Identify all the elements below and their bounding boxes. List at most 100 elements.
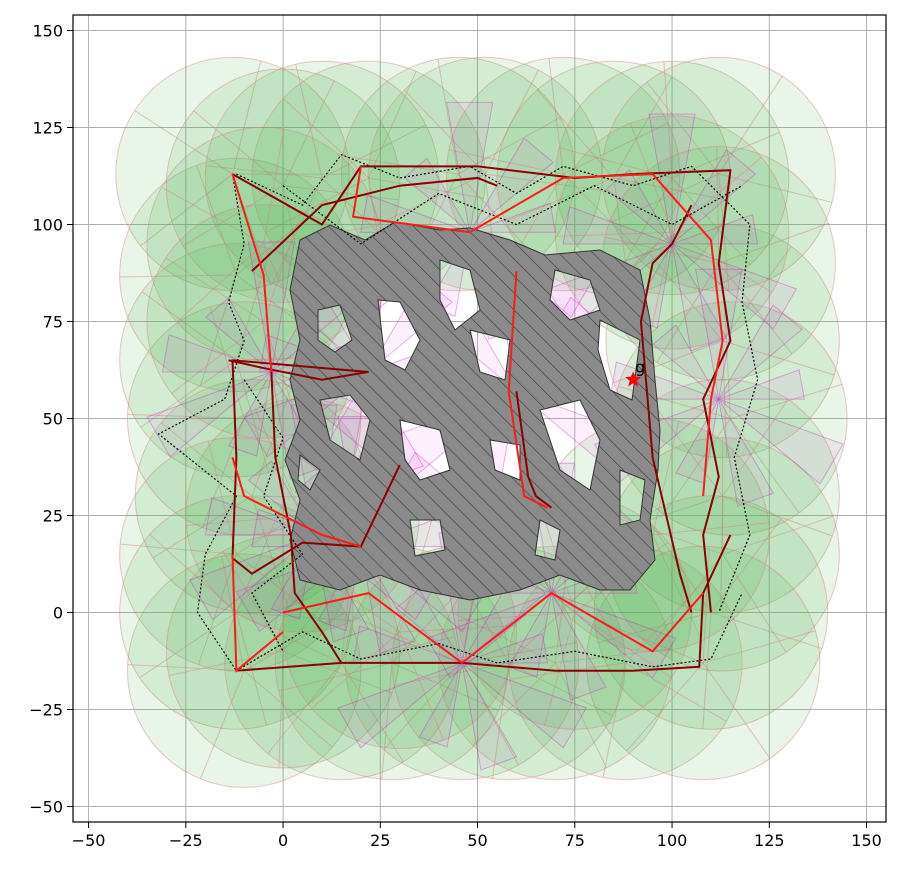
visibility-fan xyxy=(395,588,463,664)
visibility-fan xyxy=(461,662,588,749)
visibility-fan xyxy=(671,213,759,245)
sensing-ray xyxy=(722,554,787,653)
visibility-fan xyxy=(204,497,315,536)
sensing-ray xyxy=(613,76,673,179)
sensing-ray xyxy=(195,165,237,276)
dotted-path xyxy=(243,379,304,652)
sensing-ray xyxy=(186,514,303,527)
visibility-fan xyxy=(718,398,844,485)
plot-content: g xyxy=(115,56,848,788)
bright-red-path xyxy=(231,457,362,548)
sensing-ray xyxy=(722,495,833,537)
sensing-ray xyxy=(461,642,578,664)
sensing-ray xyxy=(321,124,427,179)
sensing-ray xyxy=(646,81,720,175)
y-tick-label: 150 xyxy=(32,22,63,41)
sensing-ray xyxy=(718,262,793,355)
sensing-ray xyxy=(282,97,369,179)
sensing-ray xyxy=(722,246,792,342)
sensing-ray xyxy=(650,553,724,647)
visibility-fan xyxy=(247,241,295,373)
sensing-circle xyxy=(601,56,836,292)
visibility-fan xyxy=(336,662,463,749)
sensing-ray xyxy=(263,321,303,433)
dark-red-path xyxy=(251,176,498,272)
sensing-ray xyxy=(448,149,564,175)
sensing-ray xyxy=(119,274,237,278)
sensing-ray xyxy=(342,155,459,175)
sensing-ray xyxy=(368,71,417,179)
sensing-ray xyxy=(193,110,284,187)
sensing-ray xyxy=(626,662,704,752)
sensing-ray xyxy=(120,543,237,555)
sensing-ray xyxy=(602,662,626,778)
sensing-ray xyxy=(718,174,730,291)
visibility-fan xyxy=(652,324,720,400)
sensing-ray xyxy=(251,495,289,608)
sensing-ray xyxy=(160,422,253,497)
sensing-ray xyxy=(652,534,703,641)
x-tick-label: 75 xyxy=(565,831,585,850)
sensing-ray xyxy=(594,618,704,664)
visibility-fan xyxy=(461,662,518,771)
sensing-ray xyxy=(536,89,615,179)
sensing-ray xyxy=(450,611,556,664)
sensing-ray xyxy=(340,662,404,763)
sensing-ray xyxy=(139,612,237,679)
dotted-path xyxy=(236,592,743,672)
sensing-ray xyxy=(383,662,463,750)
sensing-ray xyxy=(171,321,264,394)
sensing-ray xyxy=(598,612,712,644)
sensing-ray xyxy=(485,173,601,191)
sensing-ray xyxy=(201,418,245,528)
sensing-ray xyxy=(394,662,509,686)
sensing-ray xyxy=(652,421,680,536)
sensing-ray xyxy=(505,177,614,223)
sensing-ray xyxy=(625,578,707,664)
sensing-ray xyxy=(391,662,499,711)
maze-obstacle xyxy=(284,221,661,601)
sensing-ray xyxy=(149,534,237,613)
maze-obstacle-shape xyxy=(284,221,661,601)
sensing-ray xyxy=(671,177,751,266)
bright-red-path xyxy=(231,554,284,673)
sensing-ray xyxy=(182,185,284,247)
visibility-fan xyxy=(146,371,272,458)
visibility-fan xyxy=(469,202,556,233)
sensing-ray xyxy=(141,291,237,361)
sensing-ray xyxy=(722,399,789,497)
sensing-ray xyxy=(710,518,782,613)
sensing-ray xyxy=(458,611,575,622)
dark-red-path xyxy=(236,534,732,672)
y-tick-label: 25 xyxy=(43,506,63,525)
sensing-ray xyxy=(127,664,245,672)
sensing-ray xyxy=(254,408,303,516)
y-tick-label: −25 xyxy=(29,700,63,719)
sensing-ray xyxy=(625,662,727,722)
visibility-fan xyxy=(204,297,272,373)
sensing-ray xyxy=(508,662,613,717)
sensing-ray xyxy=(647,232,673,347)
visibility-fan xyxy=(189,534,315,621)
sensing-ray xyxy=(555,231,673,237)
sensing-ray xyxy=(544,612,576,726)
y-tick-label: 100 xyxy=(32,216,63,235)
sensing-ray xyxy=(235,504,283,613)
sensing-ray xyxy=(604,236,719,264)
dotted-path xyxy=(282,185,743,245)
x-tick-label: 150 xyxy=(851,831,882,850)
sensing-ray xyxy=(722,515,834,555)
dark-red-path xyxy=(639,204,693,613)
visibility-fan xyxy=(403,157,471,233)
sensing-ray xyxy=(282,185,399,201)
visibility-fan xyxy=(605,169,673,245)
sensing-ray xyxy=(702,662,771,759)
x-tick-label: 100 xyxy=(657,831,688,850)
sensing-ray xyxy=(457,117,561,175)
sensing-ray xyxy=(671,131,780,179)
sensing-ray xyxy=(554,662,607,769)
sensing-ray xyxy=(574,612,672,679)
sensing-ray xyxy=(354,616,463,664)
sensing-ray xyxy=(272,177,323,284)
x-tick-label: −50 xyxy=(72,831,106,850)
